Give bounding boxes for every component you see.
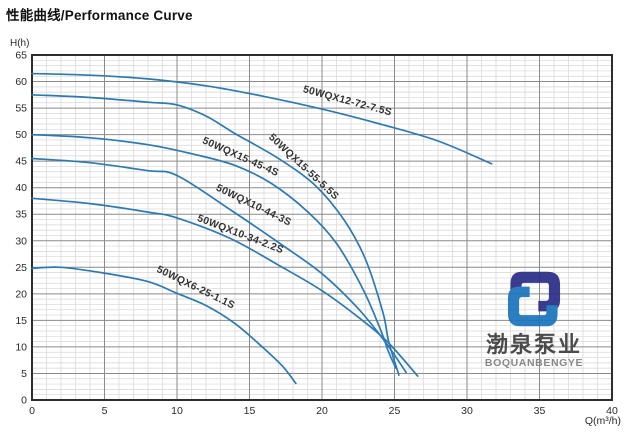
y-tick-label: 60 <box>15 76 27 88</box>
y-tick-label: 50 <box>15 129 27 141</box>
logo-s-dark-hook <box>510 271 561 312</box>
brand-logo: 渤泉泵业 BOQUANBENGYE <box>468 268 600 369</box>
x-tick-label: 10 <box>171 405 183 417</box>
curve-50WQX15-55-5.5S <box>31 93 400 376</box>
curve-50WQX12-72-7.5S <box>31 72 493 165</box>
y-tick-label: 65 <box>15 50 27 62</box>
x-tick-label: 20 <box>316 405 328 417</box>
logo-s-light-hook <box>507 286 558 327</box>
logo-english-name: BOQUANBENGYE <box>484 357 584 370</box>
logo-chinese-name: 渤泉泵业 <box>485 332 582 357</box>
y-tick-label: 0 <box>21 395 27 407</box>
x-tick-label: 30 <box>461 405 473 417</box>
y-tick-label: 20 <box>15 288 27 300</box>
x-tick-label: 5 <box>102 405 108 417</box>
y-tick-label: 40 <box>15 182 27 194</box>
x-tick-label: 0 <box>29 405 35 417</box>
x-axis-unit-label: Q(m³/h) <box>585 415 621 427</box>
y-tick-label: 5 <box>21 368 27 380</box>
curve-50WQX10-44-3S <box>31 157 407 374</box>
y-tick-label: 10 <box>15 341 27 353</box>
y-tick-label: 30 <box>15 235 27 247</box>
y-axis-unit-label: H(h) <box>10 38 29 49</box>
curve-50WQX15-45-4S <box>31 133 397 370</box>
y-tick-label: 35 <box>15 209 27 221</box>
y-tick-label: 45 <box>15 156 27 168</box>
page-title: 性能曲线/Performance Curve <box>6 8 193 23</box>
plot-border <box>31 54 613 401</box>
y-tick-label: 25 <box>15 262 27 274</box>
curve-50WQX10-34-2.2S <box>31 197 419 377</box>
y-tick-label: 55 <box>15 103 27 115</box>
x-tick-label: 35 <box>534 405 546 417</box>
x-tick-label: 15 <box>244 405 256 417</box>
curve-50WQX6-25-1.1S <box>31 266 297 385</box>
x-tick-label: 40 <box>606 405 618 417</box>
y-tick-label: 15 <box>15 315 27 327</box>
logo-s-icon <box>507 271 561 327</box>
x-tick-label: 25 <box>389 405 401 417</box>
